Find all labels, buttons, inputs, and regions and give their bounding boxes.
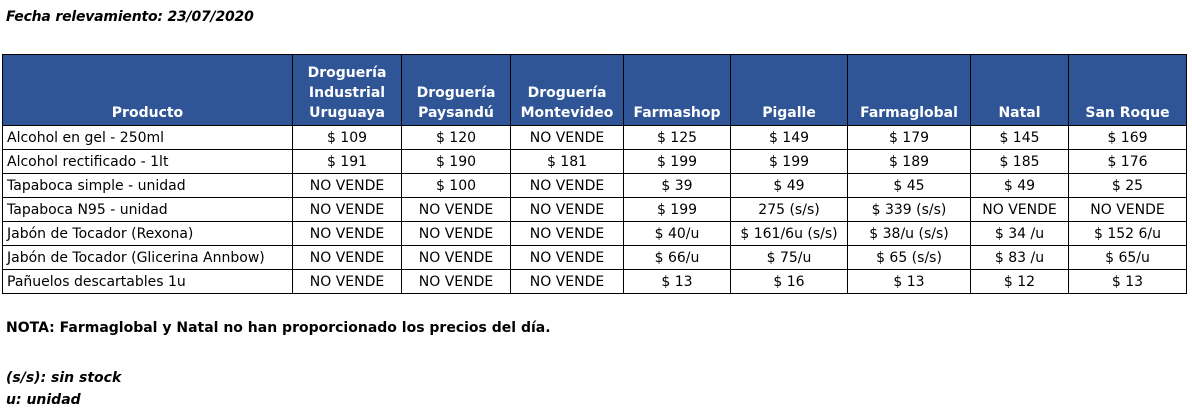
header-pigalle: Pigalle xyxy=(730,54,848,126)
price-cell: $ 161/6u (s/s) xyxy=(730,221,848,246)
price-cell: $ 38/u (s/s) xyxy=(847,221,971,246)
price-cell: $ 39 xyxy=(623,173,731,198)
price-cell: NO VENDE xyxy=(510,269,624,294)
price-cell: $ 65 (s/s) xyxy=(847,245,971,270)
table-row: Alcohol en gel - 250ml $ 109 $ 120 NO VE… xyxy=(2,125,1187,150)
price-cell: $ 12 xyxy=(970,269,1069,294)
price-cell: $ 16 xyxy=(730,269,848,294)
price-cell: $ 149 xyxy=(730,125,848,150)
price-cell: NO VENDE xyxy=(292,221,402,246)
legend-unidad: u: unidad xyxy=(6,392,81,408)
product-cell: Alcohol rectificado - 1lt xyxy=(2,149,293,174)
price-cell: NO VENDE xyxy=(510,197,624,222)
header-san-roque: San Roque xyxy=(1068,54,1187,126)
price-cell: $ 120 xyxy=(401,125,511,150)
price-cell: $ 40/u xyxy=(623,221,731,246)
header-farmashop: Farmashop xyxy=(623,54,731,126)
price-cell: NO VENDE xyxy=(401,197,511,222)
price-cell: NO VENDE xyxy=(510,245,624,270)
product-cell: Jabón de Tocador (Glicerina Annbow) xyxy=(2,245,293,270)
price-cell: $ 49 xyxy=(730,173,848,198)
header-drogueria-paysandu: Droguería Paysandú xyxy=(401,54,511,126)
price-cell: $ 169 xyxy=(1068,125,1187,150)
price-cell: NO VENDE xyxy=(1068,197,1187,222)
header-product: Producto xyxy=(2,54,293,126)
price-cell: $ 75/u xyxy=(730,245,848,270)
table-row: Jabón de Tocador (Glicerina Annbow) NO V… xyxy=(2,245,1187,270)
price-cell: NO VENDE xyxy=(970,197,1069,222)
note-text: NOTA: Farmaglobal y Natal no han proporc… xyxy=(6,320,551,336)
price-cell: NO VENDE xyxy=(510,125,624,150)
price-cell: $ 190 xyxy=(401,149,511,174)
price-cell: $ 179 xyxy=(847,125,971,150)
table-row: Pañuelos descartables 1u NO VENDE NO VEN… xyxy=(2,269,1187,294)
price-cell: $ 25 xyxy=(1068,173,1187,198)
price-cell: NO VENDE xyxy=(292,269,402,294)
price-cell: 275 (s/s) xyxy=(730,197,848,222)
price-cell: NO VENDE xyxy=(292,245,402,270)
price-cell: NO VENDE xyxy=(292,173,402,198)
price-cell: NO VENDE xyxy=(292,197,402,222)
product-cell: Tapaboca simple - unidad xyxy=(2,173,293,198)
price-cell: $ 145 xyxy=(970,125,1069,150)
header-drogueria-montevideo: Droguería Montevideo xyxy=(510,54,624,126)
price-cell: $ 66/u xyxy=(623,245,731,270)
price-cell: $ 125 xyxy=(623,125,731,150)
price-cell: $ 199 xyxy=(623,149,731,174)
price-cell: $ 185 xyxy=(970,149,1069,174)
price-cell: $ 181 xyxy=(510,149,624,174)
price-cell: $ 49 xyxy=(970,173,1069,198)
price-cell: $ 109 xyxy=(292,125,402,150)
table-header-row: Producto Droguería Industrial Uruguaya Dro… xyxy=(2,54,1187,126)
price-cell: $ 191 xyxy=(292,149,402,174)
price-cell: $ 13 xyxy=(847,269,971,294)
table-row: Tapaboca N95 - unidad NO VENDE NO VENDE … xyxy=(2,197,1187,222)
price-cell: NO VENDE xyxy=(401,221,511,246)
price-cell: $ 34 /u xyxy=(970,221,1069,246)
price-cell: $ 189 xyxy=(847,149,971,174)
price-cell: $ 176 xyxy=(1068,149,1187,174)
price-cell: $ 339 (s/s) xyxy=(847,197,971,222)
price-cell: $ 45 xyxy=(847,173,971,198)
price-cell: NO VENDE xyxy=(401,245,511,270)
price-cell: $ 152 6/u xyxy=(1068,221,1187,246)
header-natal: Natal xyxy=(970,54,1069,126)
price-cell: $ 13 xyxy=(623,269,731,294)
price-cell: NO VENDE xyxy=(510,221,624,246)
price-cell: $ 199 xyxy=(730,149,848,174)
product-cell: Pañuelos descartables 1u xyxy=(2,269,293,294)
legend-sin-stock: (s/s): sin stock xyxy=(6,370,122,386)
header-farmaglobal: Farmaglobal xyxy=(847,54,971,126)
survey-date: Fecha relevamiento: 23/07/2020 xyxy=(6,9,254,25)
table-row: Tapaboca simple - unidad NO VENDE $ 100 … xyxy=(2,173,1187,198)
price-cell: $ 100 xyxy=(401,173,511,198)
price-cell: $ 199 xyxy=(623,197,731,222)
table-row: Jabón de Tocador (Rexona) NO VENDE NO VE… xyxy=(2,221,1187,246)
header-drogueria-industrial-uruguaya: Droguería Industrial Uruguaya xyxy=(292,54,402,126)
product-cell: Tapaboca N95 - unidad xyxy=(2,197,293,222)
price-cell: NO VENDE xyxy=(401,269,511,294)
price-cell: $ 13 xyxy=(1068,269,1187,294)
table-row: Alcohol rectificado - 1lt $ 191 $ 190 $ … xyxy=(2,149,1187,174)
price-cell: $ 83 /u xyxy=(970,245,1069,270)
price-cell: $ 65/u xyxy=(1068,245,1187,270)
price-table: Producto Droguería Industrial Uruguaya Dro… xyxy=(2,54,1187,294)
price-cell: NO VENDE xyxy=(510,173,624,198)
product-cell: Alcohol en gel - 250ml xyxy=(2,125,293,150)
product-cell: Jabón de Tocador (Rexona) xyxy=(2,221,293,246)
